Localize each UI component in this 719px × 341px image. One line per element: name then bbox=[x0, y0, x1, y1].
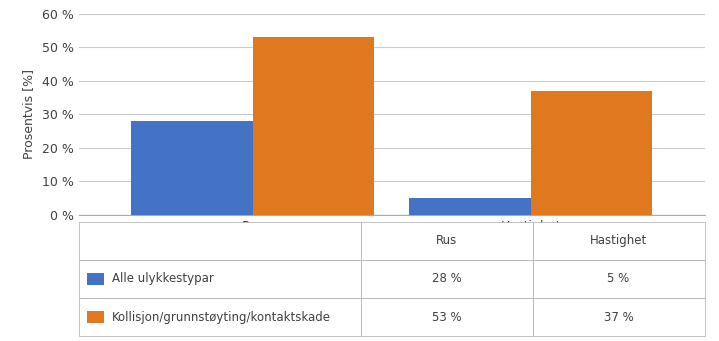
Text: 53 %: 53 % bbox=[432, 311, 462, 324]
FancyBboxPatch shape bbox=[360, 298, 533, 336]
Bar bbox=[253, 37, 375, 215]
Text: Alle ulykkestypar: Alle ulykkestypar bbox=[111, 272, 214, 285]
Text: Kollisjon/grunnstøyting/kontaktskade: Kollisjon/grunnstøyting/kontaktskade bbox=[111, 311, 331, 324]
Text: 5 %: 5 % bbox=[608, 272, 630, 285]
FancyBboxPatch shape bbox=[533, 260, 705, 298]
FancyBboxPatch shape bbox=[86, 273, 104, 285]
FancyBboxPatch shape bbox=[79, 298, 360, 336]
Text: Rus: Rus bbox=[436, 234, 457, 247]
Text: 28 %: 28 % bbox=[431, 272, 462, 285]
FancyBboxPatch shape bbox=[360, 260, 533, 298]
FancyBboxPatch shape bbox=[360, 222, 533, 260]
FancyBboxPatch shape bbox=[533, 222, 705, 260]
Bar bbox=[409, 198, 531, 215]
FancyBboxPatch shape bbox=[79, 222, 360, 260]
Y-axis label: Prosentvis [%]: Prosentvis [%] bbox=[22, 69, 35, 159]
Text: Hastighet: Hastighet bbox=[590, 234, 647, 247]
Bar bbox=[531, 91, 652, 215]
FancyBboxPatch shape bbox=[533, 298, 705, 336]
FancyBboxPatch shape bbox=[79, 260, 360, 298]
FancyBboxPatch shape bbox=[86, 311, 104, 323]
Text: 37 %: 37 % bbox=[604, 311, 633, 324]
Bar bbox=[132, 121, 253, 215]
